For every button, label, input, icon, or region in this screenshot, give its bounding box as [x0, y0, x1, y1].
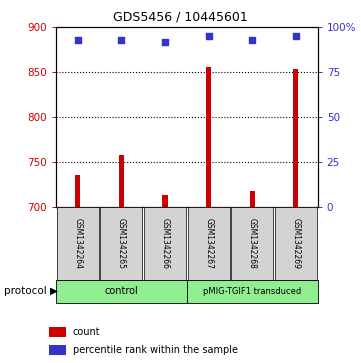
Point	[249, 37, 255, 43]
Text: GSM1342268: GSM1342268	[248, 218, 257, 269]
FancyBboxPatch shape	[56, 280, 187, 303]
Point	[162, 39, 168, 45]
Bar	[49, 327, 66, 337]
Text: control: control	[105, 286, 138, 296]
Bar	[75, 175, 81, 207]
Text: percentile rank within the sample: percentile rank within the sample	[73, 345, 238, 355]
Text: GSM1342267: GSM1342267	[204, 218, 213, 269]
Bar	[293, 69, 299, 207]
Text: GSM1342265: GSM1342265	[117, 218, 126, 269]
Text: GSM1342264: GSM1342264	[73, 218, 82, 269]
Point	[293, 33, 299, 39]
FancyBboxPatch shape	[100, 207, 142, 280]
Point	[206, 33, 212, 39]
Text: pMIG-TGIF1 transduced: pMIG-TGIF1 transduced	[203, 287, 301, 296]
FancyBboxPatch shape	[57, 207, 99, 280]
Text: GSM1342269: GSM1342269	[291, 218, 300, 269]
FancyBboxPatch shape	[188, 207, 230, 280]
FancyBboxPatch shape	[231, 207, 273, 280]
Bar	[206, 67, 211, 207]
FancyBboxPatch shape	[187, 280, 318, 303]
Text: protocol ▶: protocol ▶	[4, 286, 58, 296]
Bar	[49, 345, 66, 355]
FancyBboxPatch shape	[144, 207, 186, 280]
Bar	[162, 195, 168, 207]
Point	[118, 37, 124, 43]
FancyBboxPatch shape	[275, 207, 317, 280]
Text: GDS5456 / 10445601: GDS5456 / 10445601	[113, 11, 248, 24]
Bar	[250, 191, 255, 207]
Text: count: count	[73, 327, 100, 337]
Bar	[119, 155, 124, 207]
Text: GSM1342266: GSM1342266	[161, 218, 170, 269]
Point	[75, 37, 81, 43]
